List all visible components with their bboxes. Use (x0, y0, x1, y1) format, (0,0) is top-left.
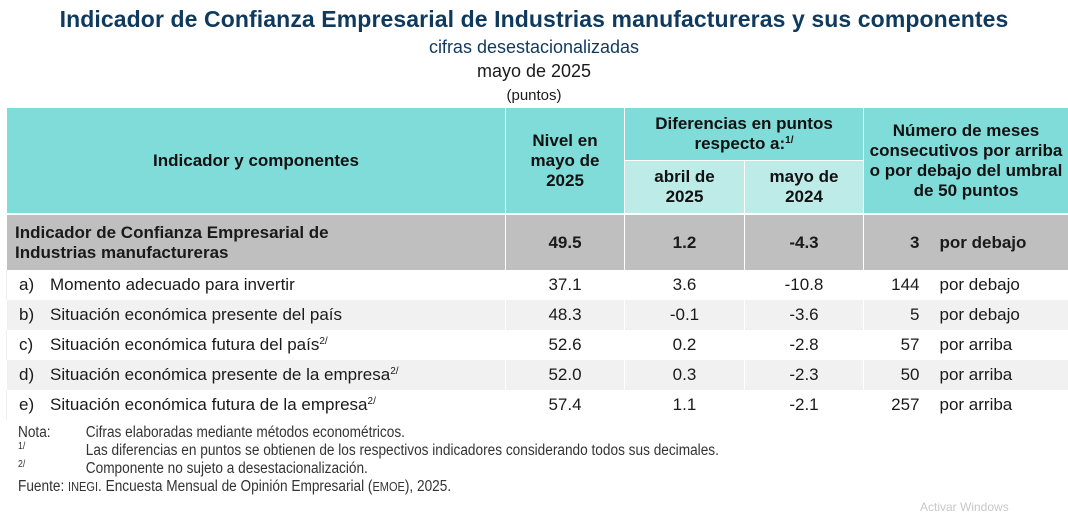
note-label: Nota: (18, 424, 86, 442)
footnote-1-marker: 1/ (18, 441, 25, 452)
row-direction: por debajo (926, 270, 1068, 300)
row-level: 57.4 (506, 390, 625, 420)
row-name-text: Situación económica presente de la empre… (50, 365, 390, 384)
row-diff-may: -4.3 (745, 214, 864, 270)
row-direction: por arriba (926, 360, 1068, 390)
row-letter: e) (19, 395, 50, 415)
col-header-diff-april: abril de 2025 (625, 161, 745, 215)
period-label: mayo de 2025 (0, 61, 1068, 82)
row-diff-may: -2.1 (745, 390, 864, 420)
row-name-text: Situación económica futura de la empresa (50, 395, 368, 414)
row-direction: por arriba (926, 330, 1068, 360)
source-text-2: ), 2025. (405, 478, 451, 496)
col-header-diff-may: mayo de 2024 (745, 161, 864, 215)
col-header-indicator: Indicador y componentes (7, 108, 506, 215)
source-org: INEGI (68, 478, 98, 496)
col-header-level: Nivel en mayo de 2025 (506, 108, 625, 215)
row-letter: b) (19, 305, 50, 325)
row-name-text: Indicador de Confianza Empresarial de In… (15, 223, 329, 262)
row-diff-may: -10.8 (745, 270, 864, 300)
row-level: 52.6 (506, 330, 625, 360)
row-name: e)Situación económica futura de la empre… (7, 390, 506, 420)
col-header-months-text: Número de meses consecutivos por arriba … (870, 121, 1063, 200)
row-name: Indicador de Confianza Empresarial de In… (7, 214, 506, 270)
footnote-1-text: Las diferencias en puntos se obtienen de… (86, 442, 719, 460)
row-months: 5 (864, 300, 926, 330)
row-direction: por debajo (926, 214, 1068, 270)
row-months: 257 (864, 390, 926, 420)
table-row-main-indicator: Indicador de Confianza Empresarial de In… (7, 214, 1068, 270)
row-diff-may: -3.6 (745, 300, 864, 330)
row-direction: por arriba (926, 390, 1068, 420)
footnote-2-marker: 2/ (18, 459, 25, 470)
row-diff-may: -2.8 (745, 330, 864, 360)
row-diff-may: -2.3 (745, 360, 864, 390)
col-header-differences-text: Diferencias en puntos respecto a: (655, 114, 833, 153)
row-letter: a) (19, 275, 50, 295)
col-header-diff-april-text: abril de 2025 (654, 167, 714, 206)
row-letter: d) (19, 365, 50, 385)
activate-windows-watermark: Activar Windows (920, 500, 1009, 514)
units-label: (puntos) (0, 87, 1068, 104)
footnote-1-label: 1/ (18, 442, 86, 460)
source-text-1: . Encuesta Mensual de Opinión Empresaria… (98, 478, 372, 496)
page-subtitle: cifras desestacionalizadas (0, 37, 1068, 58)
row-diff-april: 0.3 (625, 360, 745, 390)
row-level: 49.5 (506, 214, 625, 270)
row-diff-april: 1.1 (625, 390, 745, 420)
table-header-row: Indicador y componentes Nivel en mayo de… (7, 108, 1068, 161)
row-name: a)Momento adecuado para invertir (7, 270, 506, 300)
row-diff-april: 1.2 (625, 214, 745, 270)
row-name: d)Situación económica presente de la emp… (7, 360, 506, 390)
footnote-marker: 1/ (785, 135, 793, 146)
footnote-2-label: 2/ (18, 460, 86, 478)
row-level: 52.0 (506, 360, 625, 390)
footnote-marker: 2/ (319, 336, 327, 347)
row-level: 37.1 (506, 270, 625, 300)
row-name-text: Situación económica presente del país (50, 305, 342, 324)
notes-section: Nota: Cifras elaboradas mediante métodos… (18, 424, 719, 496)
row-diff-april: 3.6 (625, 270, 745, 300)
footnote-2-row: 2/ Componente no sujeto a desestacionali… (18, 460, 719, 478)
page-title: Indicador de Confianza Empresarial de In… (0, 6, 1068, 33)
footnote-1-row: 1/ Las diferencias en puntos se obtienen… (18, 442, 719, 460)
source-abbr: EMOE (372, 478, 404, 496)
footnote-2-text: Componente no sujeto a desestacionalizac… (86, 460, 368, 478)
note-row: Nota: Cifras elaboradas mediante métodos… (18, 424, 719, 442)
footnote-marker: 2/ (368, 396, 376, 407)
col-header-months: Número de meses consecutivos por arriba … (864, 108, 1068, 215)
row-name-text: Situación económica futura del país (50, 335, 319, 354)
row-name: b)Situación económica presente del país (7, 300, 506, 330)
col-header-diff-may-text: mayo de 2024 (770, 167, 839, 206)
row-months: 57 (864, 330, 926, 360)
col-header-level-text: Nivel en mayo de 2025 (531, 131, 600, 190)
row-months: 144 (864, 270, 926, 300)
row-letter: c) (19, 335, 50, 355)
row-diff-april: -0.1 (625, 300, 745, 330)
source-label: Fuente: (18, 478, 64, 496)
col-header-differences: Diferencias en puntos respecto a:1/ (625, 108, 864, 161)
row-direction: por debajo (926, 300, 1068, 330)
row-name-text: Momento adecuado para invertir (50, 275, 295, 294)
table-row: e)Situación económica futura de la empre… (7, 390, 1068, 420)
footnote-marker: 2/ (390, 366, 398, 377)
row-months: 50 (864, 360, 926, 390)
row-name: c)Situación económica futura del país2/ (7, 330, 506, 360)
row-months: 3 (864, 214, 926, 270)
note-text: Cifras elaboradas mediante métodos econo… (86, 424, 405, 442)
indicator-table: Indicador y componentes Nivel en mayo de… (6, 107, 1068, 420)
table-row: c)Situación económica futura del país2/5… (7, 330, 1068, 360)
row-diff-april: 0.2 (625, 330, 745, 360)
table-row: d)Situación económica presente de la emp… (7, 360, 1068, 390)
row-level: 48.3 (506, 300, 625, 330)
source-row: Fuente: INEGI. Encuesta Mensual de Opini… (18, 478, 719, 496)
